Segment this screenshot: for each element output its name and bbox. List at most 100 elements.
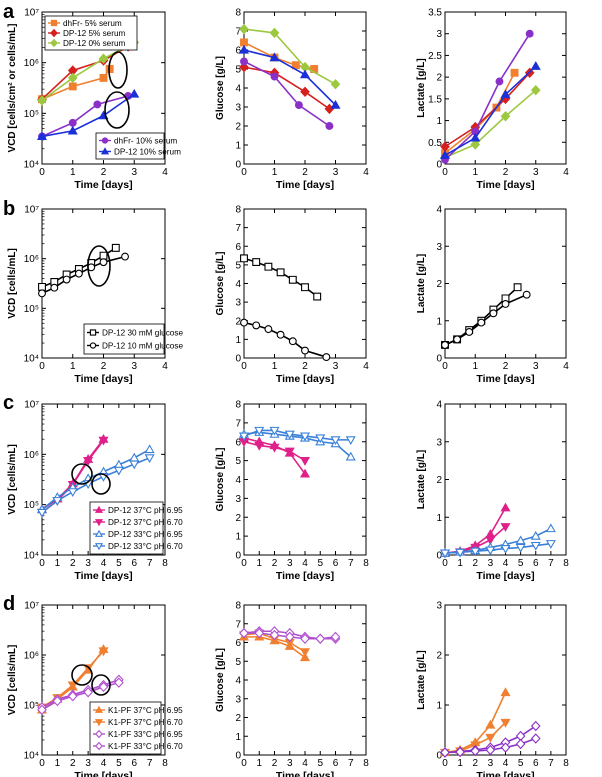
data-point	[299, 457, 311, 466]
y-tick-label: 0	[436, 160, 442, 171]
x-tick-label: 4	[563, 361, 569, 372]
y-tick-label: 10⁵	[24, 500, 39, 511]
x-tick-label: 5	[518, 758, 524, 769]
data-point	[441, 341, 449, 349]
y-tick-label: 1.5	[428, 94, 442, 105]
x-tick-label: 2	[272, 758, 278, 769]
y-tick-label: 6	[235, 242, 241, 253]
plot-frame	[444, 11, 567, 165]
x-tick-label: 1	[472, 361, 478, 372]
x-tick-label: 7	[348, 558, 354, 569]
data-point	[500, 718, 511, 728]
data-point	[284, 430, 295, 440]
data-point	[453, 335, 462, 344]
legend-label: K1-PF 33°C pH 6.70	[108, 742, 183, 751]
data-point	[37, 95, 47, 106]
data-point	[330, 436, 341, 446]
series-line	[444, 89, 537, 159]
x-tick-label: 3	[333, 167, 339, 178]
y-axis-label: Lactate [g/L]	[416, 58, 427, 117]
data-point	[470, 139, 481, 150]
data-point	[144, 454, 155, 464]
x-tick-label: 3	[85, 758, 91, 769]
data-point	[50, 283, 59, 292]
y-tick-label: 8	[235, 400, 241, 411]
y-tick-label: 3	[436, 29, 442, 40]
x-tick-label: 0	[442, 361, 448, 372]
x-tick-label: 0	[39, 758, 45, 769]
y-tick-label: 2	[436, 279, 442, 290]
y-tick-label: 10⁴	[24, 551, 39, 562]
legend-label: DP-12 5% serum	[63, 29, 126, 38]
data-point	[94, 519, 104, 527]
y-tick-label: 1	[436, 316, 442, 327]
data-point	[37, 704, 47, 716]
data-point	[489, 309, 498, 318]
y-axis-label: VCD [cells/mL]	[7, 444, 18, 515]
data-point	[129, 460, 140, 470]
legend-label: dhFr- 10% serum	[114, 137, 177, 146]
series-line	[243, 28, 336, 85]
x-tick-label: 1	[70, 167, 76, 178]
y-tick-label: 10⁷	[24, 205, 39, 216]
y-tick-label: 4	[235, 279, 241, 290]
data-point	[114, 677, 124, 688]
y-tick-label: 3	[235, 298, 241, 309]
chart-d-vcd: 0 1 2 3 4 5 6 7 8 10⁴ 10⁵ 10⁶ 10⁷ Time [days] VCD [cel…	[7, 601, 183, 777]
x-tick-label: 2	[302, 361, 308, 372]
data-point	[545, 540, 556, 549]
legend-label: DP-12 33°C pH 6.70	[108, 542, 183, 551]
data-point	[439, 549, 451, 559]
x-tick-label: 4	[162, 361, 168, 372]
legend-box	[44, 15, 138, 51]
data-point	[269, 443, 280, 453]
x-tick-label: 1	[272, 167, 278, 178]
x-tick-label: 2	[503, 361, 509, 372]
x-tick-label: 3	[287, 558, 293, 569]
data-point	[300, 633, 310, 644]
y-tick-label: 4	[436, 400, 442, 411]
y-tick-label: 7	[235, 27, 241, 38]
data-point	[94, 705, 104, 713]
x-tick-label: 4	[503, 758, 509, 769]
data-point	[485, 529, 496, 538]
y-tick-label: 2	[235, 513, 241, 524]
y-tick-label: 10⁶	[24, 58, 39, 69]
y-tick-label: 10⁴	[24, 354, 39, 365]
x-tick-label: 8	[563, 758, 569, 769]
y-tick-label: 0	[235, 551, 241, 562]
x-tick-label: 1	[70, 361, 76, 372]
data-point	[345, 436, 356, 446]
data-point	[83, 687, 93, 698]
y-tick-label: 0	[436, 551, 442, 562]
chart-a-lactate: 0 1 2 3 4 0 0.5 1 1.5 2 2.5 3 3.5 Time [days] Lactate …	[416, 8, 569, 192]
x-axis-label: Time [days]	[74, 179, 132, 191]
data-point	[121, 252, 129, 261]
data-point	[113, 466, 124, 476]
legend-box	[95, 132, 165, 160]
plot-frame	[243, 604, 367, 756]
y-tick-label: 1	[235, 335, 241, 346]
data-point	[74, 269, 83, 278]
y-tick-label: 0	[436, 751, 442, 762]
data-point	[439, 150, 451, 159]
legend-label: dhFr- 5% serum	[63, 19, 122, 28]
data-point	[330, 78, 341, 90]
data-point	[510, 68, 519, 77]
data-point	[36, 508, 48, 518]
data-point	[513, 283, 522, 292]
data-point	[455, 746, 465, 758]
data-point	[52, 695, 63, 707]
y-tick-label: 2	[235, 713, 241, 724]
highlight-ellipse	[71, 664, 93, 686]
data-point	[111, 243, 120, 252]
data-point	[313, 292, 322, 301]
data-point	[240, 57, 248, 66]
x-axis-label: Time [days]	[276, 770, 334, 777]
x-tick-label: 2	[302, 167, 308, 178]
data-point	[98, 53, 109, 64]
highlight-ellipse	[108, 51, 128, 89]
